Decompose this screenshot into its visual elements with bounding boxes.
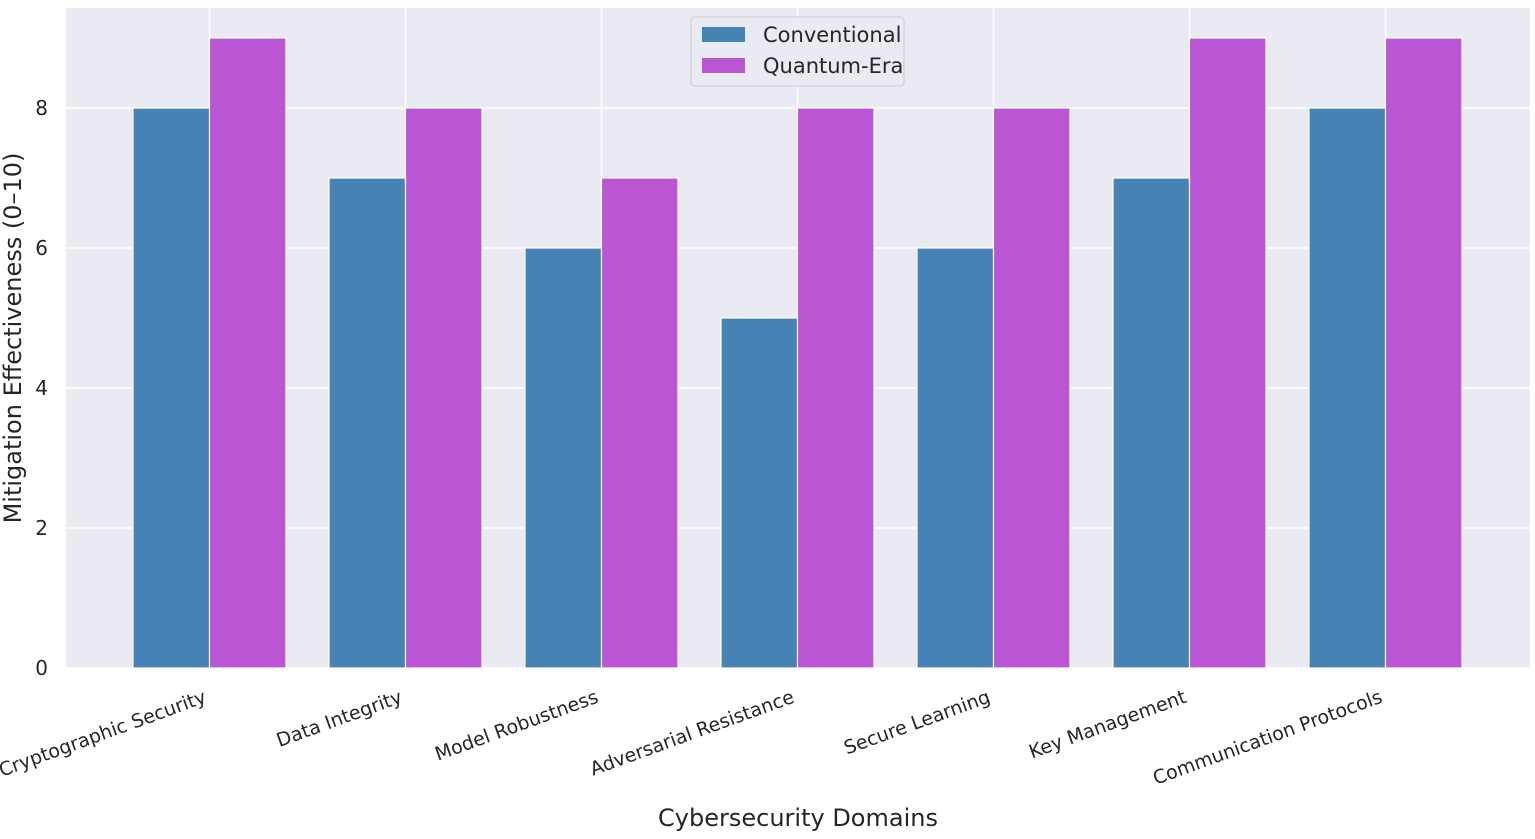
- legend-swatch-quantum-era: [702, 58, 745, 73]
- x-tick-label: Cryptographic Security: [0, 686, 209, 782]
- bar-conventional: [328, 177, 407, 669]
- x-tick-label: Key Management: [1026, 686, 1189, 763]
- bar-quantum-era: [1188, 37, 1267, 669]
- bar-conventional: [1112, 177, 1191, 669]
- y-tick-label: 8: [35, 96, 48, 120]
- x-axis-label: Cybersecurity Domains: [658, 804, 938, 832]
- x-tick-label: Secure Learning: [841, 686, 993, 759]
- x-tick-label: Data Integrity: [274, 686, 406, 752]
- bar-conventional: [720, 317, 799, 669]
- bar-conventional: [132, 107, 211, 669]
- bar-conventional: [524, 247, 603, 669]
- x-tick-label: Adversarial Resistance: [587, 686, 797, 780]
- legend: Conventional Quantum-Era: [690, 16, 905, 87]
- bar-quantum-era: [1384, 37, 1463, 669]
- y-tick-labels: 0 2 4 6 8: [35, 96, 48, 680]
- legend-label-conventional: Conventional: [763, 23, 901, 47]
- y-tick-label: 2: [35, 516, 48, 540]
- x-tick-labels: Cryptographic Security Data Integrity Mode…: [0, 686, 1385, 790]
- bar-quantum-era: [796, 107, 875, 669]
- bar-quantum-era: [208, 37, 287, 669]
- x-tick-label: Model Robustness: [432, 686, 601, 766]
- y-tick-label: 6: [35, 236, 48, 260]
- y-tick-label: 4: [35, 376, 48, 400]
- legend-swatch-conventional: [702, 27, 745, 42]
- y-tick-label: 0: [35, 656, 48, 680]
- bar-quantum-era: [600, 177, 679, 669]
- bars: [132, 37, 1463, 669]
- legend-label-quantum-era: Quantum-Era: [763, 54, 903, 78]
- bar-conventional: [1308, 107, 1387, 669]
- y-axis-label: Mitigation Effectiveness (0–10): [0, 153, 27, 524]
- bar-quantum-era: [992, 107, 1071, 669]
- bar-quantum-era: [404, 107, 483, 669]
- bar-conventional: [916, 247, 995, 669]
